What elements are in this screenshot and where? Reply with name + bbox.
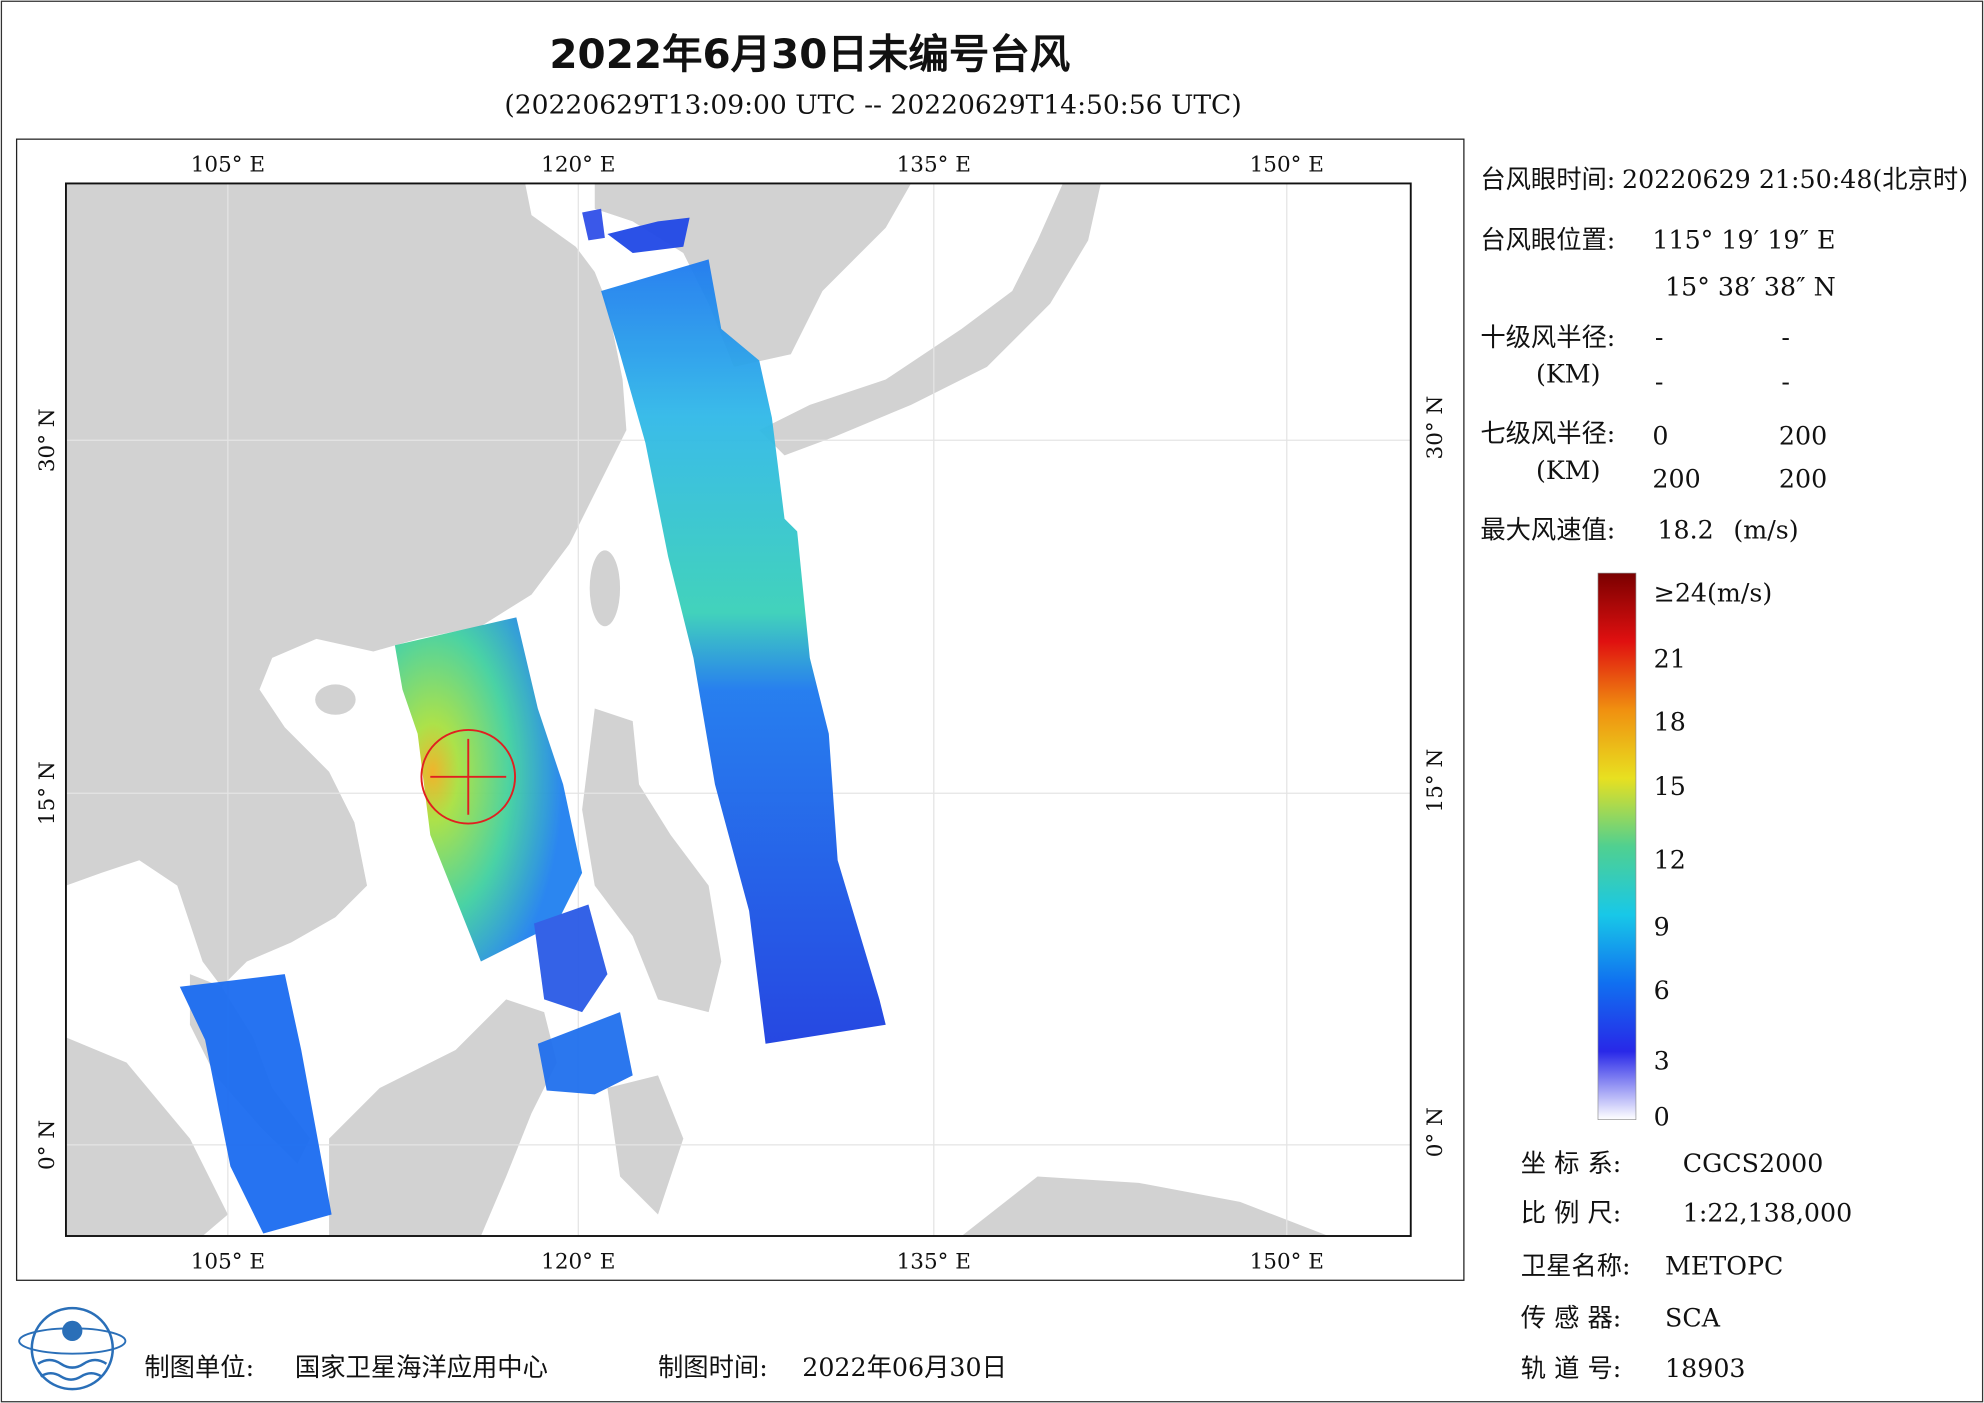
info-label: 十级风半径: <box>1480 323 1615 352</box>
product-value: 1:22,138,000 <box>1683 1198 1852 1227</box>
map-frame <box>15 138 1465 1281</box>
wind-swaths <box>179 208 886 1234</box>
info-value: 200 <box>1779 422 1827 451</box>
info-value: 115° 19′ 19″ E <box>1652 226 1835 255</box>
lon-label: 120° E <box>541 153 615 178</box>
product-label: 比 例 尺: <box>1521 1198 1622 1227</box>
info-label: 七级风半径: <box>1480 419 1615 448</box>
lat-label: 0° N <box>1423 1107 1448 1157</box>
lon-label: 135° E <box>897 1250 971 1275</box>
product-value: METOPC <box>1665 1252 1783 1281</box>
footer-label: 制图时间: <box>658 1353 768 1382</box>
lon-label: 105° E <box>191 153 265 178</box>
info-value: - <box>1655 367 1664 396</box>
colorbar-label: ≥24(m/s) <box>1654 579 1773 608</box>
map <box>65 183 1411 1237</box>
product-value: 18903 <box>1665 1354 1745 1383</box>
typhoon-info: 台风眼时间: 20220629 21:50:48(北京时) 台风眼位置: 115… <box>1480 165 1968 544</box>
lon-label: 105° E <box>191 1250 265 1275</box>
info-value: 15° 38′ 38″ N <box>1665 272 1836 301</box>
product-value: SCA <box>1665 1304 1721 1333</box>
info-label: 台风眼位置: <box>1480 226 1615 255</box>
info-unit: (m/s) <box>1733 515 1798 544</box>
info-unit: (KM) <box>1536 360 1601 389</box>
info-value: 20220629 21:50:48(北京时) <box>1622 165 1968 194</box>
axis-labels: 105° E 120° E 135° E 150° E 105° E 120° … <box>35 153 1448 1275</box>
lon-label: 150° E <box>1250 153 1324 178</box>
lon-label: 135° E <box>897 153 971 178</box>
typhoon-eye <box>420 729 517 825</box>
lat-label: 0° N <box>35 1120 60 1170</box>
lat-label: 15° N <box>35 761 60 825</box>
colorbar: ≥24(m/s) 21 18 15 12 9 6 3 0 <box>1597 572 1773 1131</box>
subtitle: (20220629T13:09:00 UTC -- 20220629T14:50… <box>504 89 1241 120</box>
colorbar-label: 3 <box>1654 1047 1670 1076</box>
colorbar-label: 15 <box>1654 772 1686 801</box>
title: 2022年6月30日未编号台风 <box>549 30 1070 78</box>
colorbar-label: 18 <box>1654 708 1686 737</box>
footer-value: 2022年06月30日 <box>802 1353 1007 1382</box>
colorbar-label: 0 <box>1654 1102 1670 1131</box>
info-value: 200 <box>1652 465 1700 494</box>
lat-label: 30° N <box>1423 396 1448 460</box>
info-value: - <box>1781 323 1790 352</box>
footer-label: 制图单位: <box>144 1353 254 1382</box>
lat-label: 30° N <box>35 408 60 472</box>
colorbar-label: 6 <box>1654 976 1670 1005</box>
lon-label: 120° E <box>541 1250 615 1275</box>
map-border <box>64 182 1412 1237</box>
product-value: CGCS2000 <box>1683 1149 1824 1178</box>
info-value: - <box>1781 367 1790 396</box>
info-value: 200 <box>1779 465 1827 494</box>
info-label: 台风眼时间: <box>1480 165 1615 194</box>
product-info: 坐 标 系: CGCS2000 比 例 尺: 1:22,138,000 卫星名称… <box>1521 1149 1852 1383</box>
info-value: 18.2 <box>1657 515 1713 544</box>
logo <box>18 1306 127 1391</box>
info-unit: (KM) <box>1536 456 1601 485</box>
land <box>65 183 1329 1237</box>
colorbar-label: 12 <box>1654 846 1686 875</box>
product-label: 卫星名称: <box>1521 1252 1631 1281</box>
info-value: - <box>1655 323 1664 352</box>
product-label: 传 感 器: <box>1521 1304 1622 1333</box>
lat-label: 15° N <box>1423 749 1448 813</box>
colorbar-label: 21 <box>1654 644 1686 673</box>
info-label: 最大风速值: <box>1480 515 1615 544</box>
colorbar-ramp <box>1597 572 1637 1120</box>
product-label: 轨 道 号: <box>1521 1354 1622 1383</box>
footer-value: 国家卫星海洋应用中心 <box>295 1353 548 1382</box>
colorbar-label: 9 <box>1654 913 1670 942</box>
lon-label: 150° E <box>1250 1250 1324 1275</box>
info-value: 0 <box>1652 422 1668 451</box>
product-label: 坐 标 系: <box>1521 1149 1622 1178</box>
